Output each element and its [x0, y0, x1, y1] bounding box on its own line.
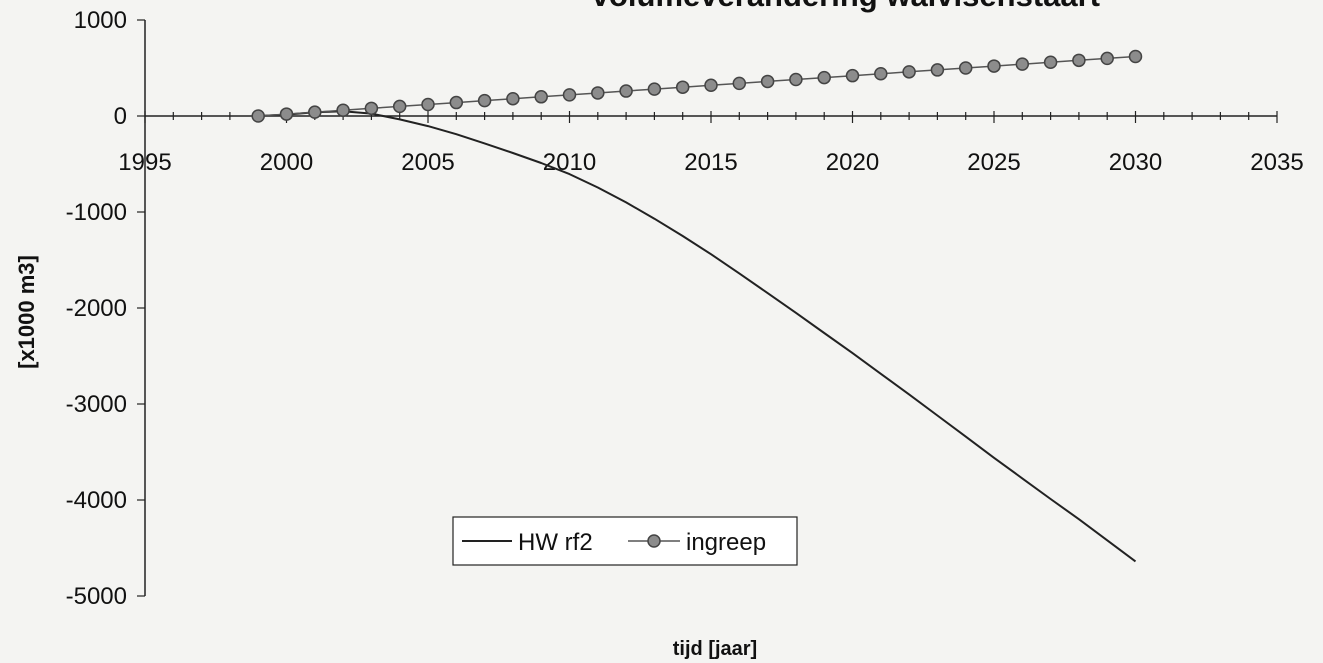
data-point-ingreep [1015, 57, 1030, 71]
data-point-ingreep [1128, 49, 1143, 64]
x-tick-label: 2000 [260, 149, 313, 176]
data-point-ingreep [279, 107, 294, 121]
x-tick-label: 2025 [967, 149, 1020, 176]
legend-label-ingreep: ingreep [686, 529, 766, 556]
data-point-ingreep [789, 72, 803, 87]
y-tick-label: 1000 [74, 7, 127, 34]
y-axis-title: [x1000 m3] [14, 255, 39, 369]
data-point-ingreep [336, 103, 350, 117]
data-point-ingreep [874, 67, 888, 81]
data-point-ingreep [392, 99, 407, 114]
data-point-ingreep [477, 93, 492, 108]
legend-swatch-ingreep-marker [647, 534, 661, 548]
y-tick-label: -4000 [66, 487, 127, 514]
data-point-ingreep [902, 65, 916, 79]
y-tick-label: 0 [114, 103, 127, 130]
x-tick-label: 2035 [1250, 149, 1303, 176]
data-point-ingreep [364, 101, 379, 116]
y-tick-label: -5000 [66, 583, 127, 610]
x-tick-label: 2020 [826, 149, 879, 176]
data-point-ingreep [845, 68, 860, 83]
series-line-ingreep [258, 55, 1136, 117]
chart-title: volumeverandering walvisenstaart [592, 0, 1100, 13]
data-point-ingreep [675, 80, 690, 94]
x-tick-label: 2015 [684, 149, 737, 176]
x-tick-label: 1995 [118, 149, 171, 176]
series-line-hw-rf2 [258, 110, 1137, 563]
data-point-ingreep [534, 90, 548, 104]
x-tick-label: 2010 [543, 149, 596, 176]
data-point-ingreep [619, 84, 633, 98]
x-tick-label: 2030 [1109, 149, 1162, 176]
data-point-ingreep [704, 78, 718, 93]
x-ticks: 1995 2000 2005 2010 2015 2020 2025 2030 2035 [118, 111, 1304, 176]
data-point-ingreep [760, 74, 775, 89]
data-point-ingreep [1100, 51, 1114, 66]
data-point-ingreep [1043, 55, 1058, 69]
data-point-ingreep [817, 70, 831, 85]
x-axis-title: tijd [jaar] [673, 638, 757, 660]
data-point-ingreep [506, 91, 520, 106]
data-point-ingreep [732, 76, 747, 91]
data-point-ingreep [647, 82, 662, 96]
data-point-ingreep [1072, 53, 1086, 68]
y-tick-label: -2000 [66, 295, 127, 322]
data-point-ingreep [308, 105, 322, 119]
data-point-ingreep [987, 59, 1001, 73]
data-point-ingreep [421, 97, 435, 112]
data-point-ingreep [251, 109, 265, 123]
data-point-ingreep [591, 86, 605, 100]
data-point-ingreep [449, 95, 464, 110]
legend-label-hw-rf2: HW rf2 [518, 529, 593, 556]
y-tick-label: -1000 [66, 199, 127, 226]
x-tick-label: 2005 [401, 149, 454, 176]
y-ticks: 1000 0 -1000 -2000 -3000 -4000 -5000 [66, 7, 145, 610]
data-point-ingreep [930, 63, 945, 77]
legend: HW rf2 ingreep [452, 516, 798, 566]
series-layer [251, 49, 1143, 563]
y-tick-label: -3000 [66, 391, 127, 418]
data-point-ingreep [562, 88, 577, 102]
data-point-ingreep [958, 61, 973, 75]
